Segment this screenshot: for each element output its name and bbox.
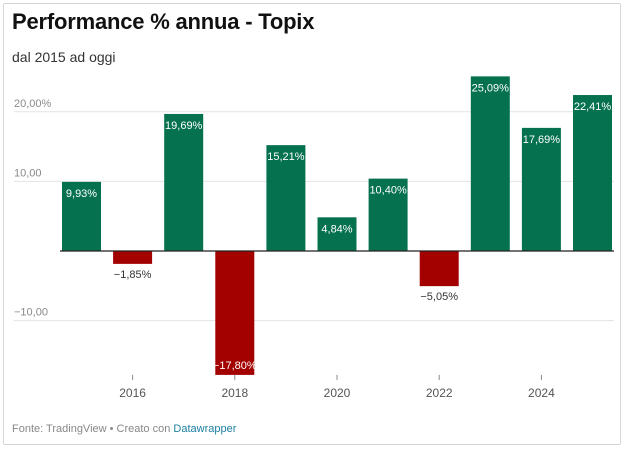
bar-chart: −10,00 10,00 20,00% 2016 2018 2020 2022 2024 9,… [14, 76, 614, 400]
bar-2016 [113, 251, 153, 264]
value-labels: 9,93% −1,85% 19,69% −17,80% 15,21% 4,84% 10,40… [66, 82, 611, 372]
data-label-2016: −1,85% [114, 269, 152, 281]
bar-2025 [573, 95, 612, 251]
y-tick-label: −10,00 [14, 307, 48, 319]
source-note: Fonte: TradingView • Creato con [12, 423, 174, 435]
data-label-2025: 22,41% [574, 101, 612, 113]
grid-lines [14, 111, 614, 322]
data-label-2023: 25,09% [472, 82, 510, 94]
data-label-2021: 10,40% [369, 185, 407, 197]
chart-footer: Fonte: TradingView • Creato con Datawrap… [12, 423, 236, 435]
x-tick-label: 2016 [119, 386, 146, 400]
bar-2015 [62, 181, 101, 251]
data-label-2019: 15,21% [267, 151, 305, 163]
data-label-2017: 19,69% [165, 120, 203, 132]
data-label-2024: 17,69% [523, 134, 561, 146]
x-tick-label: 2024 [528, 386, 555, 400]
data-label-2020: 4,84% [321, 223, 352, 235]
x-tick-label: 2018 [221, 386, 248, 400]
data-label-2018: −17,80% [213, 360, 257, 372]
bar-2017 [164, 113, 204, 251]
bar-2019 [266, 145, 306, 251]
x-tick-label: 2020 [324, 386, 351, 400]
data-label-2015: 9,93% [66, 188, 97, 200]
bar-2024 [521, 127, 561, 251]
y-tick-label: 20,00% [14, 98, 52, 110]
axes: −10,00 10,00 20,00% 2016 2018 2020 2022 2024 [14, 98, 614, 400]
bar-2021 [368, 178, 408, 251]
bar-2020 [317, 217, 357, 251]
datawrapper-link[interactable]: Datawrapper [173, 423, 237, 435]
chart-subtitle: dal 2015 ad oggi [12, 49, 116, 65]
bars [62, 76, 612, 375]
x-tick-label: 2022 [426, 386, 453, 400]
bar-2018 [215, 251, 255, 375]
bar-2023 [470, 76, 510, 251]
y-tick-label: 10,00 [14, 167, 42, 179]
bar-2022 [419, 251, 459, 287]
chart-frame [3, 3, 621, 445]
data-label-2022: −5,05% [420, 291, 458, 303]
chart-title: Performance % annua - Topix [12, 9, 315, 34]
